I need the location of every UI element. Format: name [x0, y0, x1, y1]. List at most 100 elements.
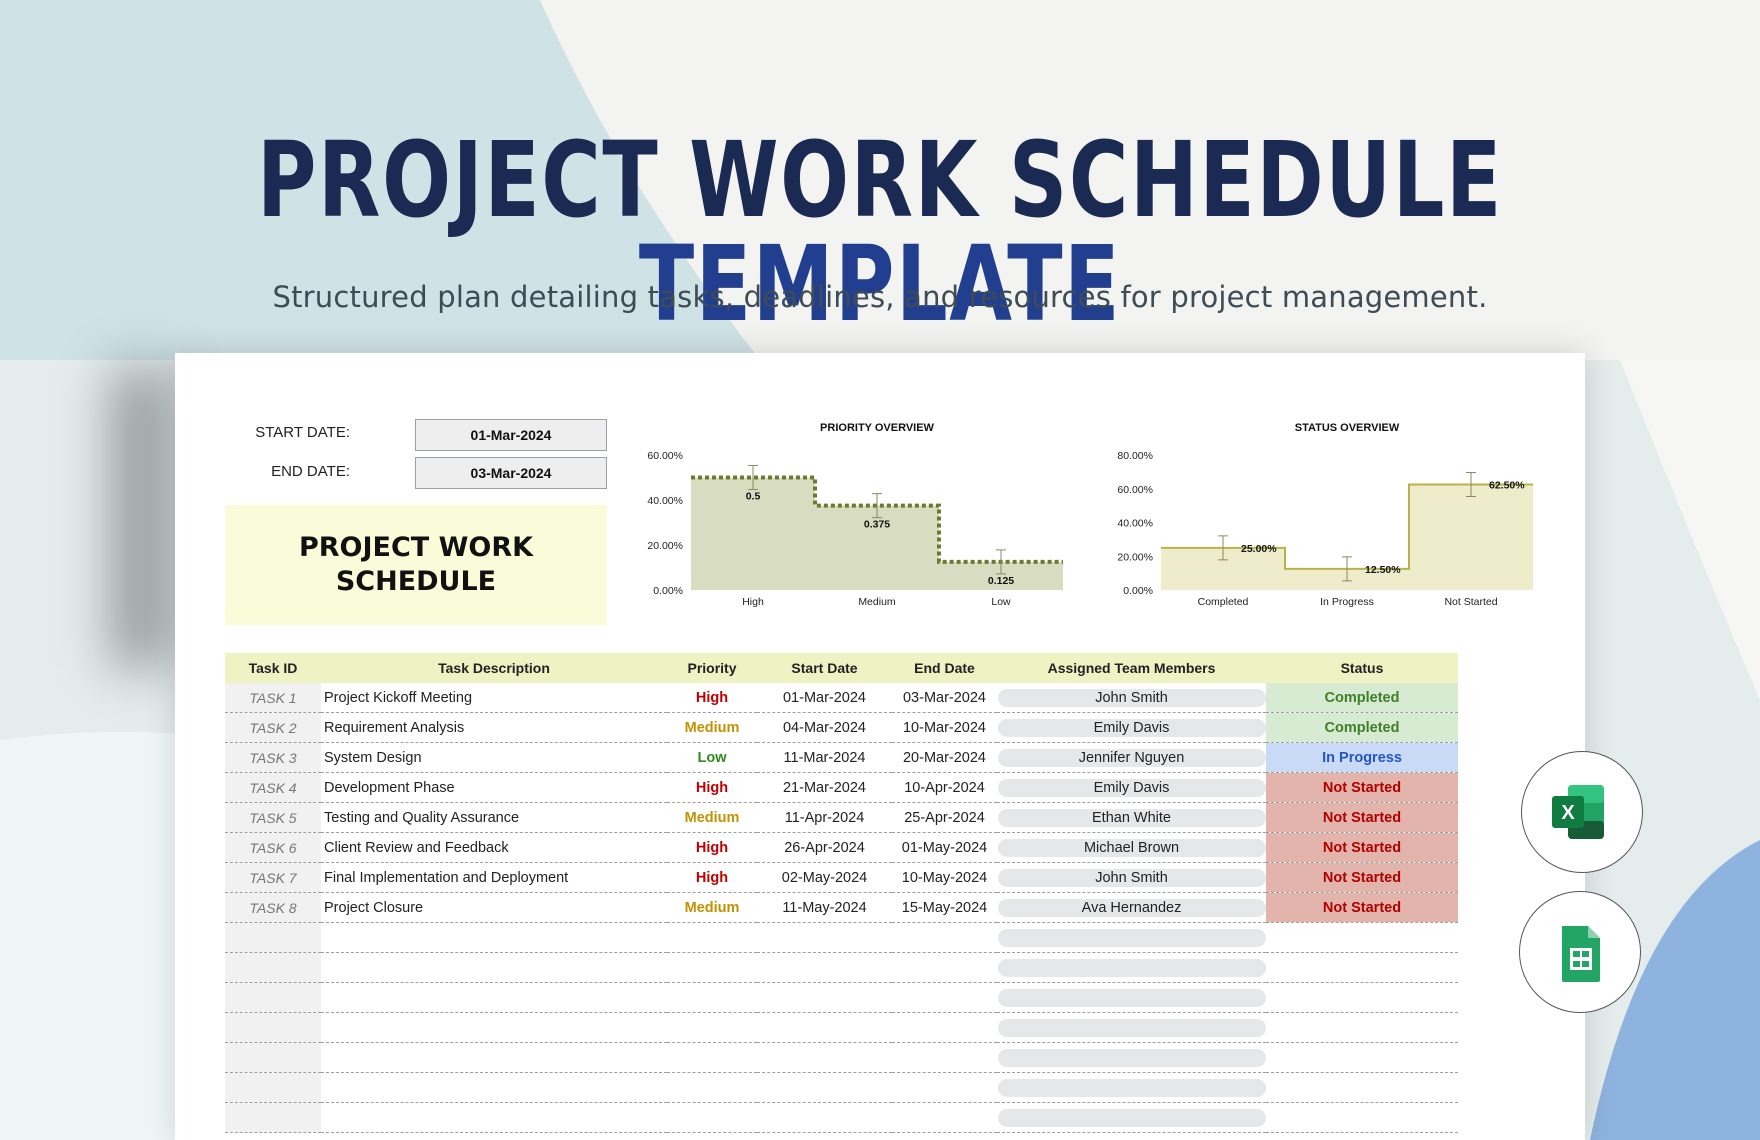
- empty-cell[interactable]: [1266, 982, 1458, 1013]
- team-member-cell[interactable]: Ava Hernandez: [997, 892, 1266, 923]
- start-date-cell[interactable]: 21-Mar-2024: [757, 772, 892, 803]
- status-cell[interactable]: Not Started: [1266, 832, 1458, 863]
- empty-cell[interactable]: [667, 1072, 757, 1103]
- end-date-cell[interactable]: 01-May-2024: [892, 832, 997, 863]
- empty-table-row[interactable]: [225, 1072, 1458, 1103]
- empty-cell[interactable]: [892, 1012, 997, 1043]
- table-row[interactable]: TASK 8 Project Closure Medium 11-May-2024 15…: [225, 892, 1458, 923]
- status-cell[interactable]: Not Started: [1266, 862, 1458, 893]
- end-date-cell[interactable]: 10-May-2024: [892, 862, 997, 893]
- end-date-cell[interactable]: 25-Apr-2024: [892, 802, 997, 833]
- team-member-cell[interactable]: [997, 1012, 1266, 1043]
- status-cell[interactable]: In Progress: [1266, 742, 1458, 773]
- status-cell[interactable]: Not Started: [1266, 892, 1458, 923]
- empty-cell[interactable]: [667, 1042, 757, 1073]
- excel-app-badge[interactable]: X: [1522, 752, 1642, 872]
- priority-cell[interactable]: Medium: [667, 892, 757, 923]
- empty-cell[interactable]: [667, 982, 757, 1013]
- end-date-cell[interactable]: 10-Apr-2024: [892, 772, 997, 803]
- empty-cell[interactable]: [1266, 952, 1458, 983]
- status-cell[interactable]: Not Started: [1266, 772, 1458, 803]
- empty-cell[interactable]: [757, 1072, 892, 1103]
- end-date-cell[interactable]: 10-Mar-2024: [892, 712, 997, 743]
- google-sheets-app-badge[interactable]: [1520, 892, 1640, 1012]
- empty-cell[interactable]: [321, 1072, 667, 1103]
- status-cell[interactable]: Completed: [1266, 683, 1458, 713]
- empty-table-row[interactable]: [225, 922, 1458, 953]
- end-date-cell[interactable]: 15-May-2024: [892, 892, 997, 923]
- task-description-cell[interactable]: System Design: [321, 742, 667, 773]
- empty-cell[interactable]: [892, 1102, 997, 1133]
- empty-cell[interactable]: [892, 952, 997, 983]
- start-date-cell[interactable]: 11-May-2024: [757, 892, 892, 923]
- empty-cell[interactable]: [757, 1042, 892, 1073]
- empty-cell[interactable]: [892, 1072, 997, 1103]
- start-date-cell[interactable]: 11-Apr-2024: [757, 802, 892, 833]
- team-member-cell[interactable]: Emily Davis: [997, 712, 1266, 743]
- end-date-cell[interactable]: 03-Mar-2024: [892, 683, 997, 713]
- team-member-cell[interactable]: [997, 982, 1266, 1013]
- empty-cell[interactable]: [757, 922, 892, 953]
- task-description-cell[interactable]: Testing and Quality Assurance: [321, 802, 667, 833]
- empty-cell[interactable]: [1266, 1042, 1458, 1073]
- task-description-cell[interactable]: Final Implementation and Deployment: [321, 862, 667, 893]
- team-member-cell[interactable]: Michael Brown: [997, 832, 1266, 863]
- priority-cell[interactable]: High: [667, 683, 757, 713]
- team-member-cell[interactable]: Jennifer Nguyen: [997, 742, 1266, 773]
- table-row[interactable]: TASK 1 Project Kickoff Meeting High 01-Mar-…: [225, 683, 1458, 713]
- empty-table-row[interactable]: [225, 982, 1458, 1013]
- team-member-cell[interactable]: [997, 922, 1266, 953]
- empty-cell[interactable]: [667, 1012, 757, 1043]
- team-member-cell[interactable]: [997, 1072, 1266, 1103]
- table-row[interactable]: TASK 2 Requirement Analysis Medium 04-Mar-2…: [225, 712, 1458, 743]
- team-member-cell[interactable]: [997, 1102, 1266, 1133]
- table-row[interactable]: TASK 4 Development Phase High 21-Mar-2024 10…: [225, 772, 1458, 803]
- empty-cell[interactable]: [892, 982, 997, 1013]
- empty-cell[interactable]: [1266, 922, 1458, 953]
- empty-cell[interactable]: [321, 1102, 667, 1133]
- empty-cell[interactable]: [892, 1042, 997, 1073]
- empty-cell[interactable]: [321, 1042, 667, 1073]
- task-description-cell[interactable]: Client Review and Feedback: [321, 832, 667, 863]
- task-description-cell[interactable]: Project Kickoff Meeting: [321, 683, 667, 713]
- empty-cell[interactable]: [321, 982, 667, 1013]
- status-cell[interactable]: Completed: [1266, 712, 1458, 743]
- empty-table-row[interactable]: [225, 1102, 1458, 1133]
- team-member-cell[interactable]: Emily Davis: [997, 772, 1266, 803]
- priority-cell[interactable]: Low: [667, 742, 757, 773]
- team-member-cell[interactable]: [997, 952, 1266, 983]
- status-cell[interactable]: Not Started: [1266, 802, 1458, 833]
- team-member-cell[interactable]: [997, 1042, 1266, 1073]
- end-date-field[interactable]: 03-Mar-2024: [415, 457, 607, 489]
- empty-table-row[interactable]: [225, 1012, 1458, 1043]
- start-date-cell[interactable]: 01-Mar-2024: [757, 683, 892, 713]
- start-date-cell[interactable]: 11-Mar-2024: [757, 742, 892, 773]
- empty-cell[interactable]: [757, 1012, 892, 1043]
- empty-table-row[interactable]: [225, 1042, 1458, 1073]
- empty-cell[interactable]: [667, 1102, 757, 1133]
- priority-cell[interactable]: Medium: [667, 712, 757, 743]
- team-member-cell[interactable]: John Smith: [997, 862, 1266, 893]
- empty-cell[interactable]: [757, 952, 892, 983]
- table-row[interactable]: TASK 5 Testing and Quality Assurance Mediu…: [225, 802, 1458, 833]
- empty-cell[interactable]: [321, 952, 667, 983]
- empty-cell[interactable]: [757, 1102, 892, 1133]
- empty-cell[interactable]: [667, 952, 757, 983]
- team-member-cell[interactable]: Ethan White: [997, 802, 1266, 833]
- task-description-cell[interactable]: Development Phase: [321, 772, 667, 803]
- table-row[interactable]: TASK 7 Final Implementation and Deploymen…: [225, 862, 1458, 893]
- task-description-cell[interactable]: Project Closure: [321, 892, 667, 923]
- empty-cell[interactable]: [757, 982, 892, 1013]
- priority-cell[interactable]: High: [667, 832, 757, 863]
- priority-cell[interactable]: High: [667, 772, 757, 803]
- team-member-cell[interactable]: John Smith: [997, 683, 1266, 713]
- start-date-cell[interactable]: 26-Apr-2024: [757, 832, 892, 863]
- empty-cell[interactable]: [1266, 1102, 1458, 1133]
- start-date-cell[interactable]: 04-Mar-2024: [757, 712, 892, 743]
- table-row[interactable]: TASK 3 System Design Low 11-Mar-2024 20-Mar-…: [225, 742, 1458, 773]
- task-description-cell[interactable]: Requirement Analysis: [321, 712, 667, 743]
- empty-cell[interactable]: [1266, 1072, 1458, 1103]
- start-date-cell[interactable]: 02-May-2024: [757, 862, 892, 893]
- empty-table-row[interactable]: [225, 952, 1458, 983]
- end-date-cell[interactable]: 20-Mar-2024: [892, 742, 997, 773]
